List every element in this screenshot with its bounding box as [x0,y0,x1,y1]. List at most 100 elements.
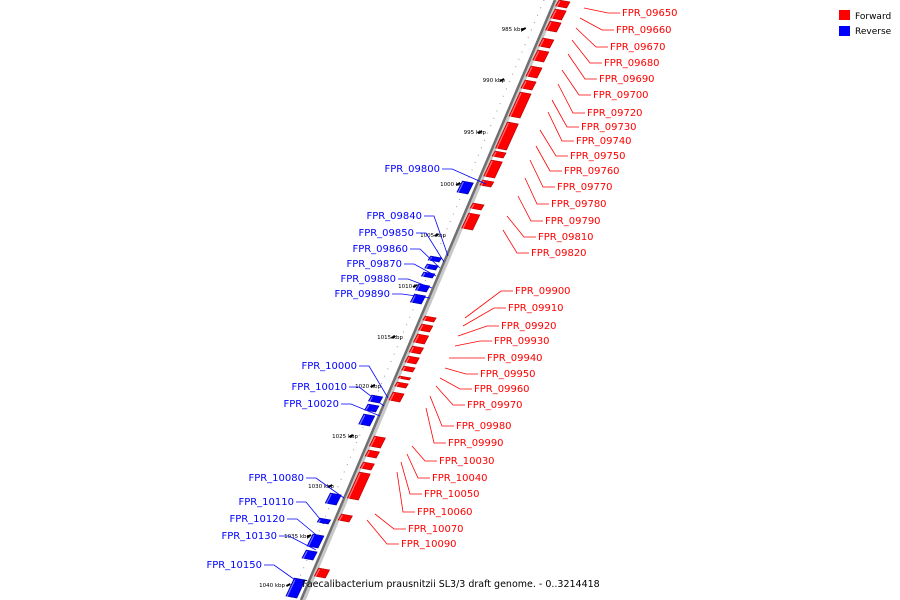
reverse-gene-label: FPR_10130 [221,531,277,542]
leader-line [404,263,437,277]
leader-line [442,168,487,185]
leader-line [502,229,529,254]
forward-gene-label: FPR_09740 [576,136,632,147]
reverse-gene-label: FPR_10150 [206,560,262,571]
leader-line [464,290,513,319]
tick-mark [390,335,396,339]
gene-block-highlight [413,334,420,344]
kbp-tick-label: 1015 kbp [377,335,403,341]
gene-block-highlight [539,38,545,48]
reverse-gene-block [301,549,318,561]
forward-gene-block [491,150,507,159]
leader-line [279,535,317,551]
gene-block-highlight [526,66,533,78]
forward-gene-label: FPR_10050 [424,489,480,500]
forward-gene-label: FPR_09750 [570,151,626,162]
gene-block-highlight [480,180,485,187]
tick-mark [521,27,527,31]
kbp-tick-label: 1000 kbp [440,182,466,188]
kbp-tick-label: 1040 kbp [259,583,285,589]
kbp-tick-label: 1020 kbp [355,384,381,390]
forward-gene-label: FPR_09990 [448,438,504,449]
leader-line [349,386,385,407]
leader-line [567,53,597,80]
legend-forward-swatch [839,10,850,20]
gene-block-highlight [369,436,376,448]
forward-gene-block [525,65,543,79]
gene-block-highlight [347,472,361,500]
leader-line [547,111,574,142]
leader-line [557,83,585,114]
forward-gene-block [359,461,375,471]
forward-gene-block [495,121,519,151]
gene-block-highlight [484,160,493,178]
forward-gene-label: FPR_09930 [494,336,550,347]
reverse-gene-label: FPR_10110 [238,497,294,508]
forward-gene-block [346,471,371,501]
tick-mark [306,534,312,538]
forward-gene-label: FPR_09940 [487,353,543,364]
gene-block-highlight [423,316,427,322]
forward-gene-label: FPR_10060 [417,507,473,518]
forward-gene-block [461,212,481,231]
gene-block-highlight [495,122,509,150]
reverse-gene-block [358,413,376,427]
leader-line [524,177,549,205]
forward-gene-block [417,323,434,333]
forward-gene-label: FPR_09690 [599,74,655,85]
reverse-gene-label: FPR_10000 [301,361,357,372]
gene-block-highlight [410,294,417,304]
leader-line [429,395,454,427]
forward-gene-block [520,79,537,91]
backbone-shadow [300,0,560,600]
forward-gene-label: FPR_09960 [474,384,530,395]
gene-block-highlight [421,272,426,278]
leader-line [306,477,345,499]
reverse-gene-label: FPR_10010 [291,382,347,393]
forward-gene-label: FPR_09920 [501,321,557,332]
kbp-tick-label: 995 kbp [464,130,487,136]
tick-mark [434,233,439,237]
leader-line [392,293,431,299]
forward-gene-label: FPR_10040 [432,473,488,484]
gene-block-highlight [325,493,332,505]
leader-line [561,69,591,96]
kbp-tick-label: 1030 kbp [308,484,334,490]
leader-line [454,340,492,347]
leader-line [539,129,568,157]
gene-block-highlight [359,414,366,426]
forward-gene-block [397,375,412,381]
forward-gene-label: FPR_09910 [508,303,564,314]
kbp-tick-label: 1025 kbp [332,434,358,440]
gene-block-highlight [425,264,429,270]
tick-mark [455,182,461,186]
forward-gene-label: FPR_09970 [467,400,523,411]
kbp-tick-label: 990 kbp [483,78,506,84]
kbp-ticks: 985 kbp 990 kbp 995 kbp 1000 kbp 1005 kbp 101… [259,27,527,589]
leader-line [341,403,381,417]
gene-block-highlight [338,514,343,522]
kbp-tick-label: 1010 kbp [398,284,424,290]
tick-mark [327,484,333,488]
forward-gene-label: FPR_09720 [587,108,643,119]
leader-line [287,518,321,539]
forward-gene-block [422,315,437,323]
reverse-gene-label: FPR_09870 [346,259,402,270]
gene-labels: FPR_09650 FPR_09660 FPR_09670 FPR_09680 FPR_… [206,8,677,571]
reverse-gene-block [456,180,474,195]
gene-block-highlight [545,21,552,32]
leader-line [296,501,325,525]
kbp-tick-label: 1035 kbp [284,534,310,540]
reverse-gene-label: FPR_09840 [366,211,422,222]
forward-gene-label: FPR_09680 [604,58,660,69]
gene-block-highlight [462,213,471,230]
leader-line [396,471,415,513]
genome-caption: Faecalibacterium prausnitzii SL3/3 draft… [302,579,599,590]
reverse-gene-label: FPR_10120 [229,514,285,525]
forward-gene-block [337,513,353,523]
gene-block-highlight [307,534,315,548]
forward-gene-label: FPR_09900 [515,286,571,297]
reverse-gene-block [427,255,443,263]
leader-line [444,367,478,375]
